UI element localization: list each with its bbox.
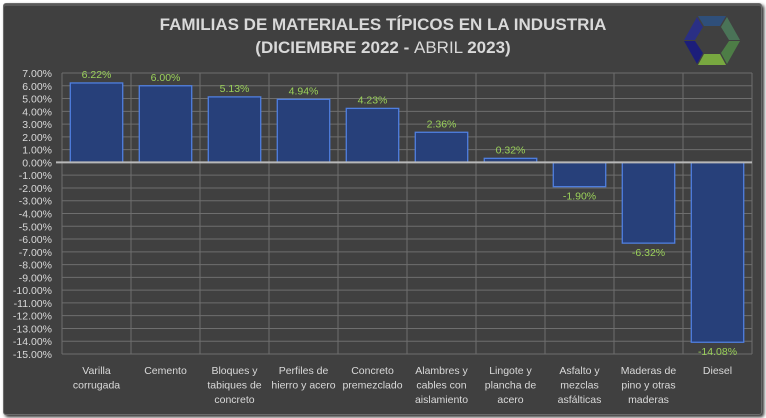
x-category-label-line: Diesel <box>703 365 732 377</box>
data-label: -1.90% <box>563 191 596 203</box>
y-tick-label: -12.00% <box>13 311 52 323</box>
bar <box>345 107 400 164</box>
data-label: 2.36% <box>427 118 457 130</box>
hexagon-logo-icon <box>684 16 740 65</box>
x-category-label: Maderas de pino y otras maderas <box>621 365 677 406</box>
y-tick-label: -14.00% <box>13 336 52 348</box>
x-category-label-line: Cemento <box>144 365 187 377</box>
y-tick-label: -3.00% <box>19 196 52 208</box>
y-tick-label: -11.00% <box>14 298 52 310</box>
data-label: -14.08% <box>698 346 737 358</box>
x-category-label: Perfiles de hierro y acero <box>271 365 335 392</box>
x-category-label-line: Asfalto y <box>559 365 600 377</box>
data-label: 6.00% <box>151 72 181 84</box>
x-category-label-line: asfálticas <box>558 394 602 406</box>
x-category-label-line: cables con <box>416 380 466 392</box>
data-label: 0.32% <box>496 144 526 156</box>
x-category-label: Asfalto y mezclas asfálticas <box>558 365 602 406</box>
y-tick-label: -4.00% <box>19 209 52 221</box>
x-category-label-line: acero <box>497 394 523 406</box>
bars <box>69 82 745 343</box>
x-category-label-line: Varilla <box>82 365 111 377</box>
bar <box>138 85 193 164</box>
y-tick-label: -7.00% <box>19 247 52 259</box>
x-category-label: Varilla corrugada <box>73 365 120 392</box>
bar <box>690 161 745 343</box>
y-tick-label: 3.00% <box>22 119 52 131</box>
y-tick-label: -15.00% <box>13 349 52 361</box>
bar <box>414 131 469 164</box>
x-category-label-line: Bloques y <box>211 365 258 377</box>
x-category-label: Bloques y tabiques de concreto <box>207 365 261 406</box>
x-category-label-line: maderas <box>628 394 669 406</box>
title-part-month: ABRIL <box>413 38 468 57</box>
y-tick-label: -13.00% <box>13 323 52 335</box>
y-tick-label: 0.00% <box>22 157 52 169</box>
y-tick-label: 2.00% <box>22 132 52 144</box>
x-category-label-line: Perfiles de <box>279 365 329 377</box>
x-category-label: Lingote y plancha de acero <box>485 365 537 406</box>
bar <box>552 161 607 188</box>
title-part-year: 2023) <box>467 38 511 57</box>
data-label: -6.32% <box>632 247 665 259</box>
y-tick-label: -6.00% <box>19 234 52 246</box>
x-category-label-line: Lingote y <box>489 365 532 377</box>
y-tick-label: -1.00% <box>19 170 52 182</box>
x-category-label-line: Maderas de <box>621 365 677 377</box>
x-category-label: Alambres y cables con aislamiento <box>415 365 469 406</box>
y-tick-label: -10.00% <box>13 285 52 297</box>
y-tick-label: -2.00% <box>19 183 52 195</box>
x-axis-category-labels: Varilla corrugada Cemento Bloques y tabiques… <box>73 365 732 406</box>
y-tick-label: -9.00% <box>19 272 52 284</box>
logo-segment-bottom-left <box>684 41 703 64</box>
x-category-label-line: concreto <box>214 394 254 406</box>
bar <box>69 82 124 164</box>
data-label: 4.23% <box>358 94 388 106</box>
y-axis-tick-labels: 7.00%6.00%5.00%4.00%3.00%2.00%1.00%0.00%… <box>13 68 52 361</box>
chart-title-line1: FAMILIAS DE MATERIALES TÍPICOS EN LA IND… <box>159 15 607 34</box>
x-category-label-line: Alambres y <box>415 365 468 377</box>
logo-segment-bottom-right <box>721 41 740 64</box>
data-label: 6.22% <box>82 69 112 81</box>
logo-segment-top-left <box>684 17 703 40</box>
y-tick-label: 5.00% <box>22 94 52 106</box>
x-category-label: Cemento <box>144 365 187 377</box>
logo-segment-top <box>698 16 726 26</box>
y-tick-label: 7.00% <box>22 68 52 80</box>
data-labels: 6.22% 6.00% 5.13% 4.94% 4.23% 2.36% 0.32% -1.90… <box>82 69 737 358</box>
title-part-start: (DICIEMBRE 2022 - <box>255 38 414 57</box>
x-category-label-line: pino y otras <box>621 380 675 392</box>
y-tick-label: 4.00% <box>22 106 52 118</box>
x-category-label-line: Concreto <box>351 365 394 377</box>
x-category-label-line: plancha de <box>485 380 537 392</box>
y-tick-label: 1.00% <box>22 145 52 157</box>
y-tick-label: -8.00% <box>19 260 52 272</box>
data-label: 4.94% <box>289 85 319 97</box>
x-category-label: Diesel <box>703 365 732 377</box>
x-category-label-line: mezclas <box>560 380 599 392</box>
x-category-label-line: tabiques de <box>207 380 261 392</box>
chart-title-line2: (DICIEMBRE 2022 - ABRIL 2023) <box>0 37 766 59</box>
bar <box>207 96 262 164</box>
x-category-label-line: corrugada <box>73 380 120 392</box>
x-category-label: Concreto premezclado <box>342 365 402 392</box>
bar <box>276 98 331 164</box>
x-category-label-line: aislamiento <box>415 394 468 406</box>
bar <box>621 161 676 244</box>
y-tick-label: 6.00% <box>22 81 52 93</box>
y-tick-label: -5.00% <box>19 221 52 233</box>
x-category-label-line: premezclado <box>342 380 402 392</box>
logo-segment-top-right <box>721 17 740 40</box>
x-category-label-line: hierro y acero <box>271 380 335 392</box>
data-label: 5.13% <box>220 83 250 95</box>
logo-segment-bottom <box>698 54 726 65</box>
